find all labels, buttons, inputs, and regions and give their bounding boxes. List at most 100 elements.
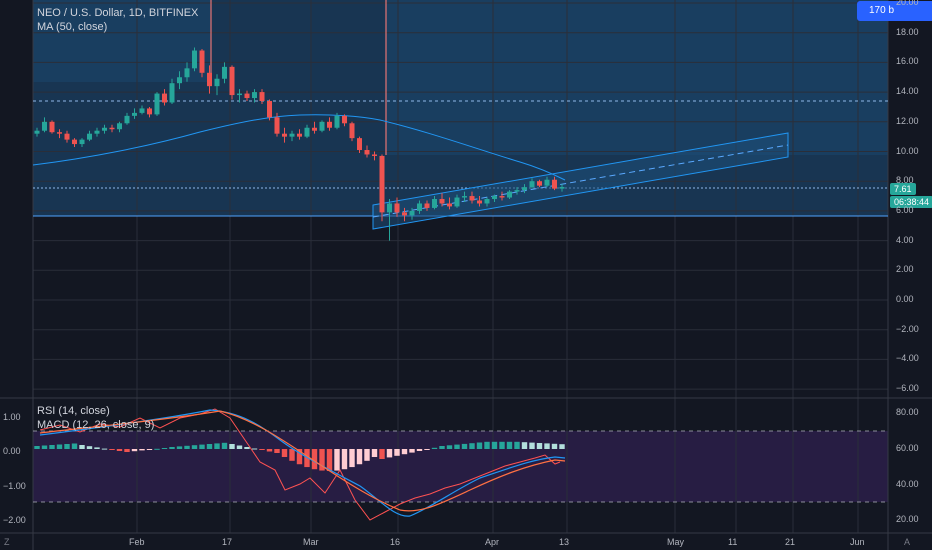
bars-badge[interactable]: 170 b	[857, 1, 932, 21]
current-price-tag: 7.61	[890, 183, 916, 195]
rsi-axis-label: 40.00	[896, 479, 919, 489]
candle-body	[372, 154, 377, 156]
macd-histogram-bar	[139, 449, 145, 451]
macd-histogram-bar	[454, 444, 460, 449]
main-legend: NEO / U.S. Dollar, 1D, BITFINEX MA (50, …	[37, 6, 198, 34]
macd-histogram-bar	[326, 449, 333, 471]
rsi-legend[interactable]: RSI (14, close)	[37, 405, 110, 417]
time-axis-label: May	[667, 537, 685, 547]
price-axis-label: −6.00	[896, 383, 919, 394]
price-axis-label: 4.00	[896, 234, 914, 245]
macd-histogram-bar	[146, 449, 153, 450]
candle-body	[147, 108, 152, 115]
candle-body	[87, 133, 92, 140]
candle-body	[274, 117, 280, 134]
price-axis-label: −4.00	[896, 353, 919, 364]
price-axis-label: 10.00	[896, 145, 919, 156]
candle-body	[237, 93, 242, 96]
macd-histogram-bar	[536, 443, 543, 449]
candle-body	[349, 123, 355, 139]
macd-histogram-bar	[109, 449, 115, 450]
rsi-axis-label: 80.00	[896, 407, 919, 417]
candle-body	[484, 199, 490, 204]
candle-body	[259, 92, 265, 102]
range-highlight-top	[33, 0, 211, 82]
macd-histogram-bar	[244, 447, 250, 449]
candle-body	[499, 196, 505, 198]
candle-body	[492, 196, 497, 200]
candle-body	[327, 121, 332, 128]
time-axis-label: Mar	[303, 537, 319, 547]
candle-body	[507, 191, 512, 198]
candle-body	[454, 197, 460, 207]
candle-body	[132, 112, 137, 116]
time-axis-label: 13	[559, 537, 570, 547]
macd-line	[39, 409, 566, 517]
candle-body	[297, 133, 302, 137]
zoom-icon[interactable]: Z	[4, 537, 10, 547]
candle-body	[177, 77, 182, 84]
candle-body	[529, 181, 535, 188]
symbol-legend[interactable]: NEO / U.S. Dollar, 1D, BITFINEX	[37, 7, 199, 19]
macd-histogram-bar	[364, 449, 370, 461]
range-highlight-right	[386, 0, 888, 155]
macd-histogram-bar	[521, 442, 528, 449]
macd-histogram-bar	[101, 448, 108, 450]
macd-histogram-bar	[79, 445, 85, 449]
price-axis-label: 18.00	[896, 26, 919, 37]
macd-histogram-bar	[154, 448, 160, 450]
macd-histogram-bar	[259, 449, 265, 450]
macd-histogram-bar	[184, 445, 190, 449]
candle-body	[447, 203, 452, 207]
macd-histogram-bar	[169, 447, 175, 449]
auto-scale-icon[interactable]: A	[904, 537, 911, 547]
macd-histogram-bar	[319, 449, 325, 471]
time-axis-label: Jun	[850, 537, 865, 547]
macd-legend[interactable]: MACD (12, 26, close, 9)	[37, 419, 155, 431]
candle-body	[124, 115, 130, 124]
macd-histogram-bar	[191, 445, 198, 449]
macd-histogram-bar	[251, 448, 258, 450]
candle-body	[79, 139, 85, 145]
macd-axis-label: 1.00	[3, 412, 21, 422]
macd-histogram-bar	[116, 449, 123, 451]
ma-50-line	[32, 114, 566, 181]
macd-histogram-bar	[199, 444, 205, 449]
countdown-tag: 06:38:44	[890, 196, 932, 208]
candle-body	[42, 121, 47, 131]
candle-body	[72, 139, 77, 145]
candle-body	[267, 101, 272, 118]
price-axis-label: 20.00	[896, 0, 919, 7]
price-axis-label: 12.00	[896, 115, 919, 126]
macd-histogram-bar	[559, 444, 565, 449]
candle-body	[462, 196, 467, 198]
macd-histogram-bar	[206, 444, 213, 449]
ma-legend[interactable]: MA (50, close)	[37, 21, 108, 33]
macd-histogram-bar	[221, 442, 228, 449]
rsi-line	[39, 408, 561, 521]
candle-body	[402, 212, 407, 216]
macd-histogram-bar	[386, 449, 393, 458]
candle-body	[199, 50, 205, 73]
macd-histogram-bar	[371, 449, 378, 458]
time-axis-label: 11	[728, 537, 738, 547]
macd-histogram-bar	[176, 446, 183, 449]
macd-histogram-bar	[416, 449, 423, 451]
price-axis-label: 14.00	[896, 86, 919, 97]
macd-histogram-bar	[49, 445, 55, 449]
candle-body	[432, 199, 437, 208]
price-axis-label: 6.00	[896, 204, 914, 215]
candle-body	[304, 127, 310, 137]
candle-body	[244, 93, 250, 99]
time-axis-label: 17	[222, 537, 233, 547]
candle-body	[364, 150, 370, 155]
candle-body	[289, 133, 295, 137]
grid	[33, 0, 888, 533]
macd-histogram-bar	[34, 446, 40, 449]
macd-histogram-bar	[296, 449, 303, 465]
candle-body	[169, 83, 175, 103]
signal-line	[39, 410, 566, 512]
candle-body	[109, 127, 115, 130]
macd-histogram	[34, 441, 565, 471]
